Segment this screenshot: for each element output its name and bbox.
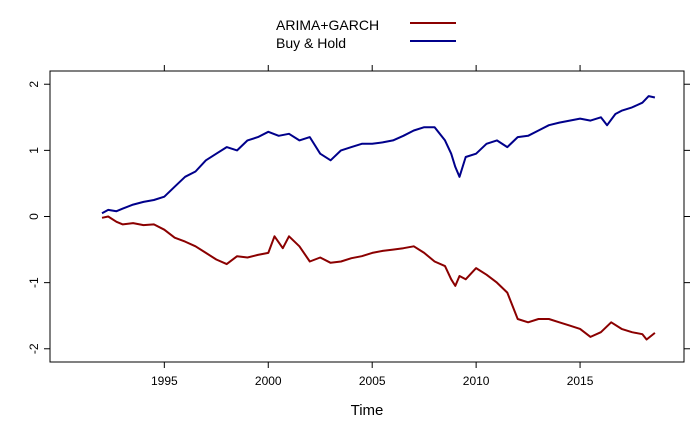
legend-label-arima-garch: ARIMA+GARCH <box>276 17 379 33</box>
x-tick-label: 2015 <box>567 374 594 388</box>
y-tick-label: -2 <box>27 343 41 354</box>
y-axis: -2 -1 0 1 2 <box>27 81 690 354</box>
y-tick-label: 2 <box>27 81 41 88</box>
y-tick-label: 1 <box>27 147 41 154</box>
y-tick-label: -1 <box>27 277 41 288</box>
series-line-arima-garch <box>101 215 656 341</box>
x-tick-label: 2000 <box>255 374 282 388</box>
series-layer <box>101 95 656 341</box>
x-axis-title: Time <box>351 402 384 419</box>
x-axis: 1995 2000 2005 2010 2015 <box>151 65 594 388</box>
legend-label-buy-hold: Buy & Hold <box>276 35 346 51</box>
x-tick-label: 2010 <box>463 374 490 388</box>
series-line-buy-hold <box>101 95 656 215</box>
legend: ARIMA+GARCH Buy & Hold <box>276 17 456 51</box>
plot-frame <box>49 70 685 363</box>
x-tick-label: 1995 <box>151 374 178 388</box>
x-tick-label: 2005 <box>359 374 386 388</box>
y-tick-label: 0 <box>27 213 41 220</box>
